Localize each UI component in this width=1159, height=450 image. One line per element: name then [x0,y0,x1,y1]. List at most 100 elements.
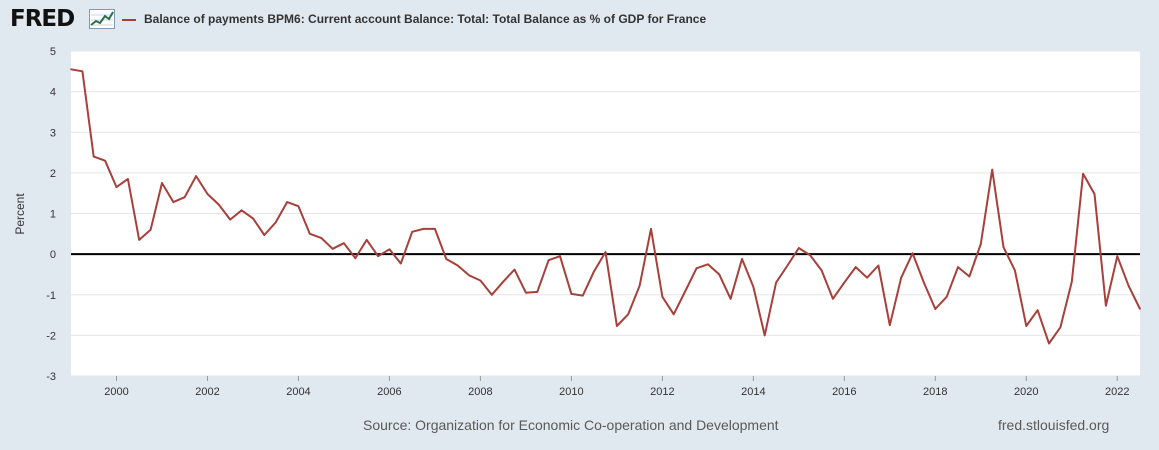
data-point [320,237,323,239]
x-tick-label: 2022 [1105,386,1129,398]
data-point [752,285,755,288]
data-point [911,252,914,255]
x-tick-label: 2016 [832,386,856,398]
data-point [1139,308,1141,310]
data-point [1116,255,1119,257]
x-tick-label: 2014 [741,386,765,398]
data-point [1048,342,1050,345]
data-point [263,234,266,236]
data-point [1059,326,1062,329]
data-point [991,168,993,171]
x-tick-label: 2010 [559,386,583,398]
data-point [832,298,834,300]
data-point [365,239,368,241]
data-point [980,243,982,245]
line-chart-icon [89,9,115,29]
data-point [900,276,902,279]
data-point [388,248,391,251]
legend-label: Balance of payments BPM6: Current accoun… [144,12,707,26]
data-point [1014,269,1016,272]
x-tick-label: 2002 [195,386,219,398]
data-point [1082,172,1084,175]
y-tick-label: 0 [50,249,56,261]
data-point [593,270,595,273]
x-tick-label: 2008 [468,386,492,398]
data-point [786,264,789,267]
data-point [115,186,118,188]
x-tick-label: 2012 [650,386,674,398]
x-axis-ticks [115,376,1118,381]
data-point [297,205,300,207]
data-point [957,266,959,268]
data-point [775,281,777,284]
data-points [70,68,1141,345]
y-tick-label: 1 [50,209,56,221]
site-url[interactable]: fred.stlouisfed.org [998,417,1110,433]
x-tick-label: 2004 [286,386,310,398]
data-point [616,325,618,327]
data-point [468,274,470,277]
data-point [92,155,95,158]
data-point [240,209,243,212]
data-point [1025,325,1028,327]
data-point [672,313,675,316]
data-point [820,269,823,272]
data-point [559,255,561,257]
data-point [741,258,743,260]
data-point [582,294,584,297]
data-point [161,182,163,184]
data-point [172,201,175,203]
data-point [877,264,880,267]
x-tick-label: 2020 [1014,386,1038,398]
data-point [479,279,482,282]
x-tick-label: 2006 [377,386,401,398]
data-point [763,334,766,337]
data-point [343,242,345,244]
data-point [889,324,891,327]
y-tick-label: 4 [50,87,56,99]
y-tick-label: 3 [50,127,56,139]
data-point [422,228,425,230]
legend-swatch [122,19,136,21]
data-point [138,239,140,241]
data-point [491,294,493,296]
chart-header: FRED Balance of payments BPM6: Current a… [0,0,1159,40]
fred-logo[interactable]: FRED [10,6,75,32]
y-axis-title: Percent [13,193,27,235]
data-point [1002,246,1005,248]
data-point [729,298,732,300]
data-point [638,285,641,287]
data-point [309,233,311,235]
data-point [286,201,288,203]
data-point [502,281,504,283]
x-tick-label: 2018 [923,386,947,398]
data-point [81,70,84,73]
data-point [274,221,277,224]
data-point [183,196,186,198]
line-chart[interactable]: -3 -2 -1 0 1 2 3 4 5 2000 2002 2004 2006 2008 2010 201… [0,0,1159,410]
data-point [866,276,868,279]
data-point [934,308,937,310]
data-point [1105,304,1107,307]
data-point [684,290,686,293]
y-tick-label: -3 [46,371,56,383]
data-point [445,258,448,260]
data-point [627,313,629,316]
y-axis-labels: -3 -2 -1 0 1 2 3 4 5 [46,46,56,383]
data-point [547,259,550,262]
data-point [525,291,527,294]
y-tick-label: -1 [46,290,56,302]
data-point [570,293,573,295]
data-point [149,229,152,231]
data-point [229,218,231,221]
data-point [798,247,800,249]
data-point [1093,193,1096,195]
data-point [809,254,811,257]
data-point [104,159,106,162]
data-point [707,263,709,266]
data-point [206,193,209,195]
data-point [127,178,129,180]
y-tick-label: -2 [46,330,56,342]
data-point [968,275,971,278]
data-point [536,291,539,293]
